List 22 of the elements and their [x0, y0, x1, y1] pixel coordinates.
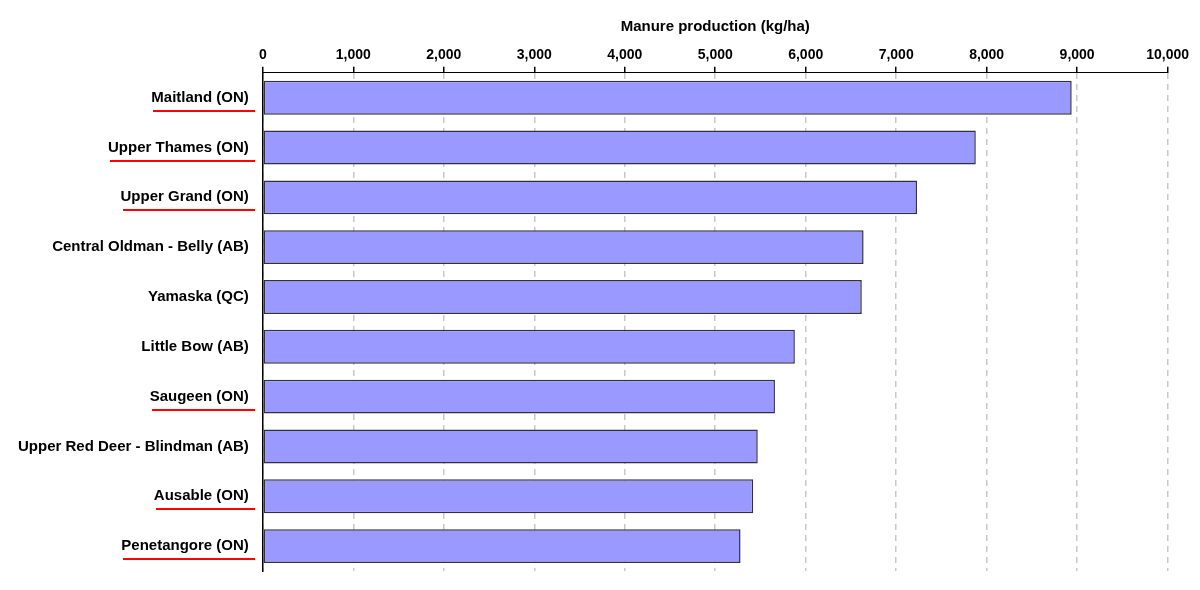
- x-tick-label: 8,000: [969, 46, 1005, 63]
- x-axis-title: Manure production (kg/ha): [620, 17, 810, 35]
- y-tick-label: Yamaska (QC): [147, 287, 249, 305]
- y-tick-label: Central Oldman - Belly (AB): [52, 237, 249, 255]
- y-tick-label: Saugeen (ON): [149, 386, 249, 404]
- y-tick-label: Ausable (ON): [153, 486, 249, 504]
- y-tick-label: Penetangore (ON): [121, 536, 249, 554]
- y-tick-label: Upper Grand (ON): [120, 187, 249, 205]
- x-tick-label: 9,000: [1059, 46, 1095, 63]
- x-tick-label: 1,000: [335, 46, 372, 63]
- y-tick-label: Little Bow (AB): [141, 336, 249, 354]
- x-tick-label: 3,000: [516, 46, 552, 63]
- x-tick-label: 2,000: [426, 46, 462, 63]
- x-tick-label: 4,000: [607, 46, 643, 63]
- x-tick-label: 6,000: [788, 46, 824, 63]
- x-tick-label: 10,000: [1146, 46, 1190, 63]
- x-tick-label: 7,000: [878, 46, 914, 63]
- x-tick-label: 5,000: [697, 46, 733, 63]
- y-tick-label: Upper Red Deer - Blindman (AB): [17, 436, 249, 454]
- y-tick-label: Upper Thames (ON): [107, 137, 249, 155]
- y-tick-label: Maitland (ON): [151, 87, 249, 105]
- x-tick-label: 0: [258, 46, 267, 63]
